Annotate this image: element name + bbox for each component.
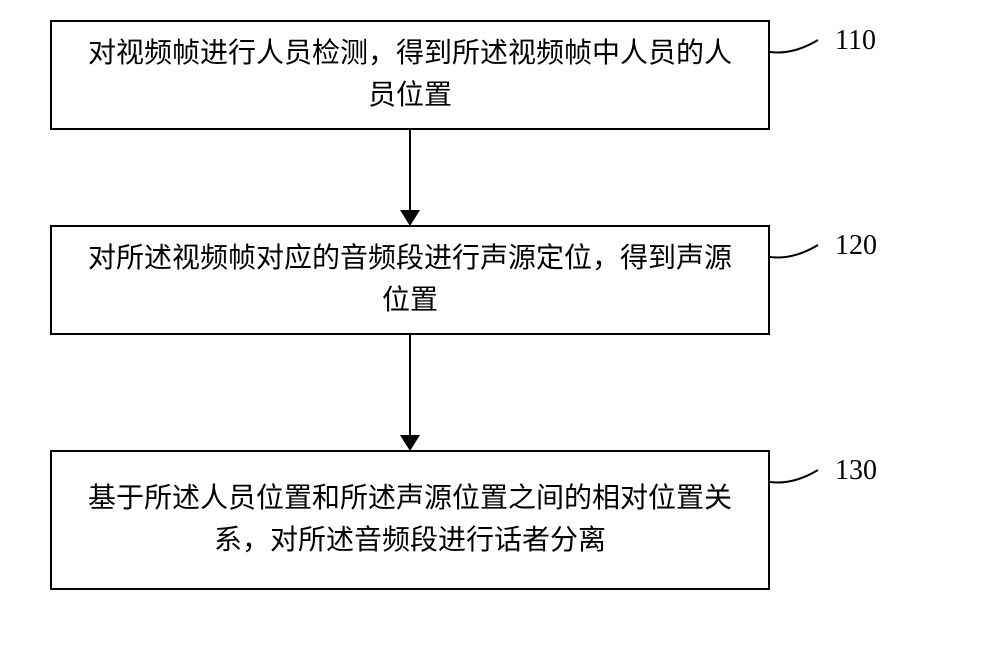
arrow-line xyxy=(409,130,411,210)
step-box-120: 对所述视频帧对应的音频段进行声源定位，得到声源位置 xyxy=(50,225,770,335)
connector-130 xyxy=(768,462,838,502)
step-text-130: 基于所述人员位置和所述声源位置之间的相对位置关系，对所述音频段进行话者分离 xyxy=(77,478,743,562)
step-box-130: 基于所述人员位置和所述声源位置之间的相对位置关系，对所述音频段进行话者分离 xyxy=(50,450,770,590)
step-box-110: 对视频帧进行人员检测，得到所述视频帧中人员的人员位置 xyxy=(50,20,770,130)
arrow-1 xyxy=(400,130,420,226)
step-text-120: 对所述视频帧对应的音频段进行声源定位，得到声源位置 xyxy=(77,238,743,322)
connector-120 xyxy=(768,237,838,277)
arrow-head xyxy=(400,435,420,451)
connector-110 xyxy=(768,32,838,72)
arrow-2 xyxy=(400,335,420,451)
step-label-110: 110 xyxy=(835,25,876,57)
arrow-head xyxy=(400,210,420,226)
arrow-line xyxy=(409,335,411,435)
step-label-130: 130 xyxy=(835,455,877,487)
step-label-120: 120 xyxy=(835,230,877,262)
step-text-110: 对视频帧进行人员检测，得到所述视频帧中人员的人员位置 xyxy=(77,33,743,117)
